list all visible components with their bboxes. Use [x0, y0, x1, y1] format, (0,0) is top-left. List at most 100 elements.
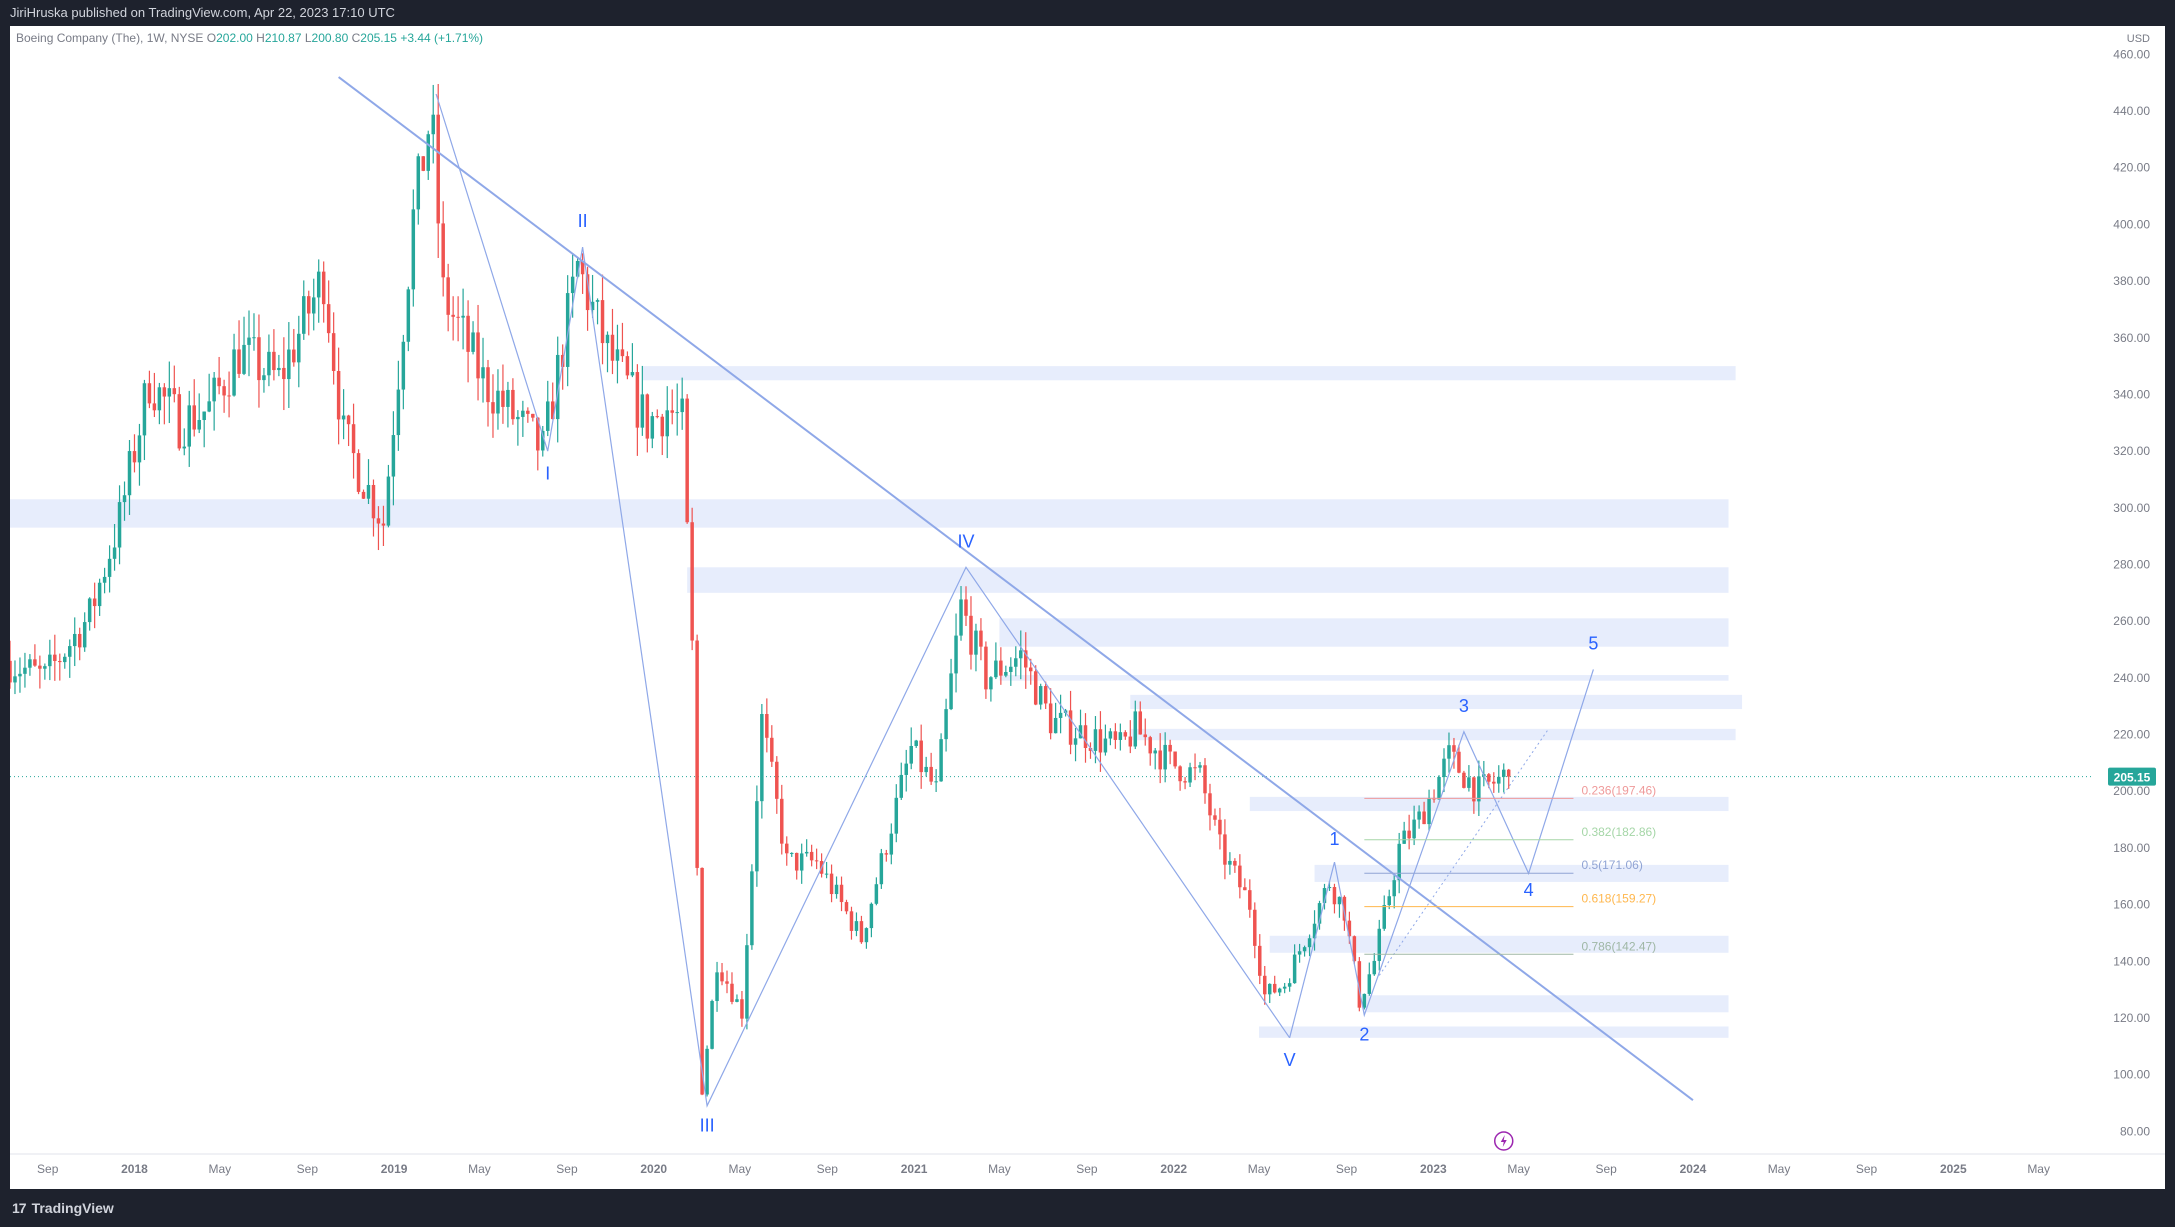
candle-body — [92, 598, 97, 607]
candle-body — [1238, 865, 1242, 888]
candle-body — [1073, 738, 1078, 745]
candle-body — [1108, 731, 1113, 739]
candle-body — [152, 403, 157, 411]
candle-body — [1258, 945, 1262, 976]
candle-body — [1028, 667, 1033, 672]
candle-body — [97, 582, 102, 607]
candle-body — [1203, 765, 1207, 794]
candle-body — [202, 411, 206, 421]
wave-label: 5 — [1588, 634, 1598, 654]
price-chart[interactable]: 0.236(197.46) 0.382(182.86) 0.5(171.06) 0.6… — [8, 26, 2165, 1189]
x-tick-label: Sep — [556, 1162, 578, 1176]
candle-body — [287, 349, 291, 380]
candle-body — [630, 372, 635, 376]
wave-path-major[interactable] — [435, 93, 1291, 1108]
wave-label: 1 — [1329, 829, 1339, 849]
legend-part: 202.00 — [216, 31, 256, 45]
candle-body — [197, 420, 201, 430]
candle-body — [1407, 830, 1411, 839]
legend-part: 200.80 — [312, 31, 352, 45]
candle-body — [436, 114, 440, 224]
brand-text: TradingView — [31, 1200, 114, 1216]
zone-rect — [999, 618, 1729, 647]
candle-body — [391, 435, 396, 477]
candle-body — [1457, 751, 1461, 773]
y-tick-label: 400.00 — [2113, 217, 2150, 231]
wave-path-minor[interactable] — [1289, 669, 1594, 1038]
wave-label: V — [1284, 1050, 1296, 1070]
candle-body — [809, 851, 814, 861]
candle-body — [1143, 734, 1147, 738]
candle-body — [1302, 947, 1307, 952]
candle-body — [1218, 819, 1222, 835]
candle-body — [147, 383, 152, 404]
x-tick-label: May — [728, 1162, 751, 1176]
candle-body — [326, 304, 331, 334]
fib-level-label: 0.618(159.27) — [1581, 892, 1656, 906]
candle-body — [1422, 811, 1426, 825]
y-tick-label: 220.00 — [2113, 728, 2150, 742]
x-tick-label: 2019 — [381, 1162, 408, 1176]
candle-body — [142, 383, 147, 436]
candle-body — [292, 349, 296, 363]
candle-body — [994, 660, 998, 678]
candle-body — [43, 666, 47, 669]
candle-body — [834, 884, 839, 895]
wave-label: 3 — [1459, 696, 1469, 716]
candle-body — [745, 945, 749, 1019]
candle-body — [1173, 751, 1177, 767]
candle-body — [695, 640, 699, 868]
candle-body — [1307, 938, 1312, 948]
candle-body — [1297, 951, 1302, 955]
candle-body — [904, 763, 908, 775]
candle-body — [665, 410, 669, 437]
candle-body — [929, 766, 933, 782]
candle-body — [117, 502, 122, 548]
candle-body — [620, 349, 625, 357]
lightning-glyph — [1500, 1135, 1507, 1147]
candle-body — [1352, 936, 1357, 962]
candle-body — [217, 377, 221, 387]
x-tick-label: May — [988, 1162, 1011, 1176]
candle-body — [1487, 774, 1491, 782]
zone-rect — [1364, 995, 1729, 1013]
candle-body — [252, 337, 256, 339]
candle-body — [1347, 920, 1352, 937]
x-tick-label: May — [2027, 1162, 2050, 1176]
candle-body — [1248, 890, 1252, 910]
candle-body — [780, 798, 784, 844]
candle-body — [1357, 961, 1362, 1008]
x-tick-label: May — [209, 1162, 232, 1176]
x-tick-label: 2024 — [1680, 1162, 1707, 1176]
candle-body — [1208, 793, 1212, 816]
candle-body — [8, 660, 12, 683]
candle-body — [1123, 732, 1128, 737]
tradingview-logo[interactable]: 17 TradingView — [12, 1200, 114, 1216]
candle-body — [1148, 737, 1152, 754]
chart-area[interactable]: 0.236(197.46) 0.382(182.86) 0.5(171.06) 0.6… — [8, 26, 2165, 1189]
legend-part: O — [207, 31, 216, 45]
candle-body — [555, 354, 560, 420]
lightning-icon[interactable] — [1493, 1131, 1514, 1151]
candle-body — [625, 356, 630, 376]
trendline[interactable] — [338, 76, 1694, 1101]
wave-label: II — [578, 211, 588, 231]
candle-body — [635, 372, 640, 428]
candle-body — [421, 156, 426, 171]
candle-body — [829, 873, 834, 895]
candle-body — [1377, 928, 1382, 961]
candle-body — [844, 902, 849, 912]
candle-body — [989, 677, 993, 690]
candle-body — [889, 833, 894, 855]
candle-body — [1004, 671, 1008, 676]
candle-body — [660, 416, 665, 437]
candle-body — [799, 853, 804, 871]
candle-body — [102, 576, 107, 583]
candle-body — [680, 398, 684, 413]
candle-body — [77, 633, 82, 648]
candle-body — [526, 410, 530, 414]
candle-body — [316, 271, 321, 298]
candle-body — [521, 410, 525, 417]
candle-body — [959, 599, 963, 636]
